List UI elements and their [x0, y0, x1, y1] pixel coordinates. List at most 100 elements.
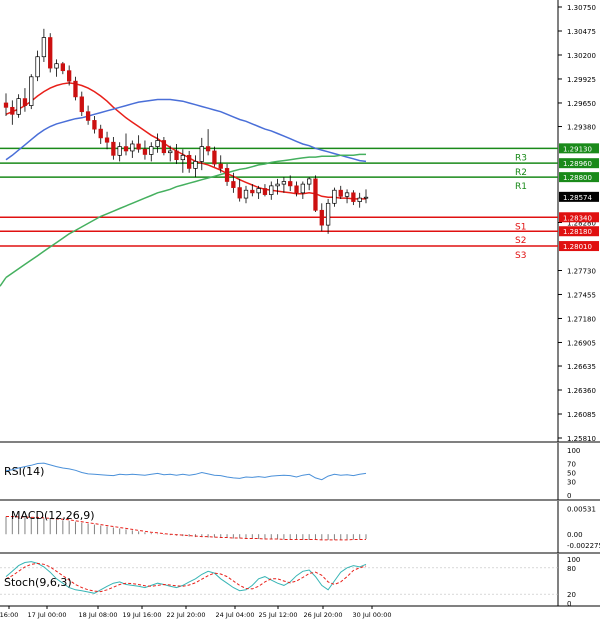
candle-body [288, 181, 293, 187]
rsi-label: RSI(14) [4, 465, 44, 478]
candle-body [243, 189, 249, 199]
level-price-label: 1.28800 [563, 174, 592, 182]
macd-tick-label: 0.00 [567, 531, 583, 539]
candle [149, 142, 154, 162]
price-tick-label: 1.27180 [567, 315, 596, 323]
candle-body [307, 178, 312, 185]
candle-body [168, 150, 173, 154]
candle [344, 189, 350, 204]
candle-body [67, 70, 72, 82]
candle [136, 135, 141, 153]
candle-body [48, 37, 53, 69]
stoch-tick-label: 80 [567, 565, 576, 573]
candle [212, 146, 217, 167]
candle [231, 172, 236, 193]
candle [174, 143, 179, 165]
candle [332, 187, 337, 207]
candle-body [237, 187, 242, 199]
candle [363, 189, 369, 204]
price-tick-label: 1.28280 [567, 220, 596, 228]
macd-panel: 0.00531 0.00 -0.002275 MACD(12,26,9) [0, 501, 600, 554]
candle-body [193, 161, 198, 169]
x-axis: 16:00 17 Jul 00:00 18 Jul 08:00 19 Jul 16:0… [0, 606, 391, 619]
candle-body [111, 141, 116, 156]
stoch-tick-label: 0 [567, 600, 571, 608]
price-tick-label: 1.30200 [567, 52, 596, 60]
level-price-label: 1.28340 [563, 214, 592, 222]
candle-body [313, 178, 318, 211]
candle [237, 178, 242, 202]
level-label-s3: S3 [515, 251, 526, 261]
candle [35, 50, 40, 82]
level-price-box [559, 241, 599, 252]
candle-body [319, 209, 324, 226]
candle [180, 149, 185, 173]
candle-body [338, 189, 343, 197]
x-tick-label: 24 Jul 04:00 [216, 611, 255, 619]
rsi-tick-label: 30 [567, 479, 576, 487]
candle-body [79, 96, 84, 113]
candle [79, 91, 84, 117]
candle-body [16, 98, 21, 115]
candle [325, 198, 331, 234]
stoch-d-line [5, 562, 367, 593]
level-label-r2: R2 [515, 168, 527, 178]
level-price-box [559, 143, 599, 154]
candle [48, 33, 53, 73]
candle [155, 133, 160, 153]
candle [16, 94, 21, 118]
current-price-box [559, 191, 599, 202]
candle [262, 184, 268, 197]
price-tick-label: 1.29380 [567, 124, 596, 132]
candle [22, 88, 28, 112]
price-tick-label: 1.27730 [567, 267, 596, 275]
candle-body [262, 188, 268, 195]
rsi-tick-label: 100 [567, 447, 580, 455]
macd-tick-label: 0.00531 [567, 506, 596, 514]
candle-body [142, 148, 148, 155]
stoch-label: Stoch(9,6,3) [4, 576, 72, 589]
level-price-box [559, 172, 599, 183]
ma-line-0 [5, 82, 366, 200]
x-tick-label: 16:00 [0, 611, 18, 619]
candle [319, 203, 324, 232]
current-price-label: 1.28574 [563, 194, 592, 202]
candle [243, 185, 249, 204]
x-tick-label: 18 Jul 08:00 [79, 611, 118, 619]
candle-body [104, 137, 110, 143]
candle-body [332, 189, 337, 204]
ma-line-2 [5, 153, 366, 279]
price-tick-label: 1.25810 [567, 435, 596, 443]
level-price-box [559, 226, 599, 237]
candle-body [275, 183, 280, 187]
candle-body [54, 63, 59, 69]
candle [193, 155, 198, 178]
macd-tick-label: -0.002275 [567, 542, 600, 550]
level-label-s2: S2 [515, 236, 526, 246]
x-tick-label: 19 Jul 16:00 [123, 611, 162, 619]
candle [294, 181, 299, 197]
stoch-k-line [5, 561, 367, 594]
candle [130, 140, 135, 158]
candle [3, 93, 9, 117]
candle-body [174, 150, 179, 161]
candle [313, 175, 318, 213]
candle-body [231, 181, 236, 188]
rsi-tick-label: 70 [567, 461, 576, 469]
level-price-label: 1.29130 [563, 145, 592, 153]
candle-body [218, 163, 223, 169]
candle-body [256, 188, 261, 194]
price-tick-label: 1.29650 [567, 100, 596, 108]
candle [161, 136, 167, 156]
candle [224, 164, 230, 186]
price-panel: 1.30750 1.30475 1.30200 1.29925 1.29650 1.293… [0, 0, 600, 443]
candle [92, 116, 97, 134]
candle [275, 178, 280, 195]
candle [338, 185, 343, 199]
candle-body [22, 98, 28, 106]
candle [111, 136, 116, 160]
